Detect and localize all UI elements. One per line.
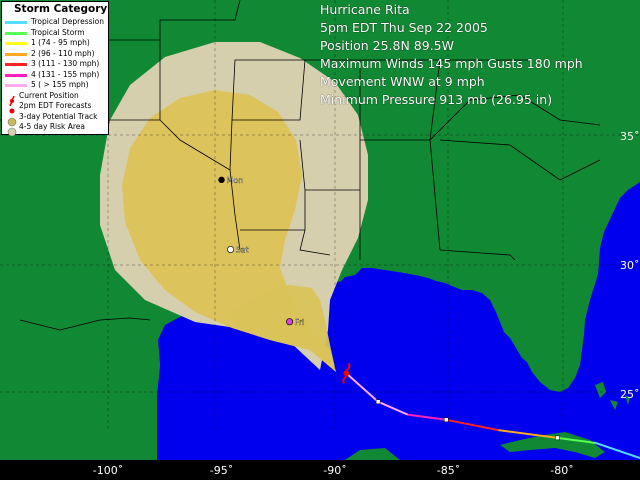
track-segment: [377, 400, 409, 416]
legend-label: Tropical Storm: [31, 27, 85, 37]
legend-item: Current Position: [4, 90, 108, 107]
lon-label: -90˚: [323, 464, 346, 477]
legend-label: Current Position: [19, 90, 79, 100]
lat-label: 25˚: [620, 388, 640, 401]
legend-item: 5 ( > 155 mph): [4, 80, 108, 90]
forecast-point: [218, 176, 225, 184]
legend-label: 4 (131 - 155 mph): [31, 69, 100, 79]
forecast-point: [286, 318, 294, 326]
lon-label: -100˚: [93, 464, 123, 477]
forecast-label: Mon: [227, 176, 244, 185]
legend-swatch: [5, 42, 27, 45]
storm-position: Position 25.8N 89.5W: [320, 38, 454, 53]
track-marker: [443, 417, 449, 423]
legend-swatch: [5, 31, 27, 35]
axis-strip-bottom: [0, 460, 640, 480]
hurricane-icon: [7, 91, 17, 107]
legend-label: 3 (111 - 130 mph): [31, 59, 100, 68]
risk-swatch-icon: [7, 122, 17, 137]
legend-item: 3 (111 - 130 mph): [4, 59, 108, 69]
legend-label: 2 (96 - 110 mph): [31, 48, 95, 58]
storm-name: Hurricane Rita: [320, 2, 410, 17]
legend-label: 1 (74 - 95 mph): [31, 38, 90, 47]
cone-swatch-icon: [7, 112, 17, 126]
legend-item: 3-day Potential Track: [4, 111, 108, 126]
storm-category-legend: Storm Category Tropical Depression Tropic…: [1, 1, 109, 137]
forecast-label: Sat: [236, 246, 249, 255]
forecast-label: Fri: [295, 318, 305, 327]
track-segment: [557, 436, 597, 445]
track-marker: [555, 435, 560, 441]
bahamas: [595, 382, 630, 410]
past-track: [342, 362, 640, 459]
gulf-of-mexico: [157, 182, 640, 480]
lon-label: -80˚: [550, 464, 573, 477]
storm-movement: Movement WNW at 9 mph: [320, 74, 485, 89]
legend-label: 3-day Potential Track: [19, 111, 98, 121]
cuba: [500, 432, 605, 458]
legend-item: Tropical Storm: [4, 28, 108, 38]
cone-over-gulf: [228, 285, 336, 372]
hurricane-icon: [342, 362, 351, 385]
track-segment: [498, 429, 558, 439]
forecast-dot-icon: [7, 101, 17, 114]
mexico-land: [0, 300, 160, 480]
legend-swatch: [5, 84, 27, 87]
advisory-time: 5pm EDT Thu Sep 22 2005: [320, 20, 488, 35]
lat-ticks: 35˚ 30˚ 25˚: [620, 130, 640, 401]
forecast-point: [227, 245, 235, 254]
lat-label: 35˚: [620, 130, 640, 143]
graticule: [0, 0, 640, 430]
legend-title: Storm Category: [14, 3, 108, 15]
legend-item: 1 (74 - 95 mph): [4, 38, 108, 48]
track-segment: [407, 413, 447, 421]
lat-label: 30˚: [620, 259, 640, 272]
lon-label: -85˚: [437, 464, 460, 477]
legend-item: 4-5 day Risk Area: [4, 122, 108, 137]
legend-item: 2pm EDT Forecasts: [4, 101, 108, 114]
legend-swatch: [5, 21, 27, 24]
legend-item: Tropical Depression: [4, 17, 108, 27]
storm-winds: Maximum Winds 145 mph Gusts 180 mph: [320, 56, 583, 71]
legend-item: 2 (96 - 110 mph): [4, 49, 108, 59]
forecast-points: Fri Sat Mon: [218, 176, 304, 327]
storm-pressure: Minimum Pressure 913 mb (26.95 in): [320, 92, 553, 107]
storm-info: Hurricane Rita 5pm EDT Thu Sep 22 2005 P…: [320, 1, 583, 109]
track-marker: [375, 399, 381, 404]
legend-label: 5 ( > 155 mph): [31, 80, 89, 89]
legend-item: 4 (131 - 155 mph): [4, 70, 108, 80]
legend-label: Tropical Depression: [31, 17, 104, 26]
legend-swatch: [5, 52, 27, 56]
track-segment: [345, 372, 379, 403]
lon-label: -95˚: [210, 464, 233, 477]
lon-ticks: -100˚ -95˚ -90˚ -85˚ -80˚: [93, 464, 574, 477]
track-segment: [595, 442, 640, 459]
legend-label: 2pm EDT Forecasts: [19, 101, 92, 110]
legend-swatch: [5, 73, 27, 77]
track-segment: [446, 418, 499, 432]
legend-label: 4-5 day Risk Area: [19, 122, 86, 131]
legend-swatch: [5, 63, 27, 66]
